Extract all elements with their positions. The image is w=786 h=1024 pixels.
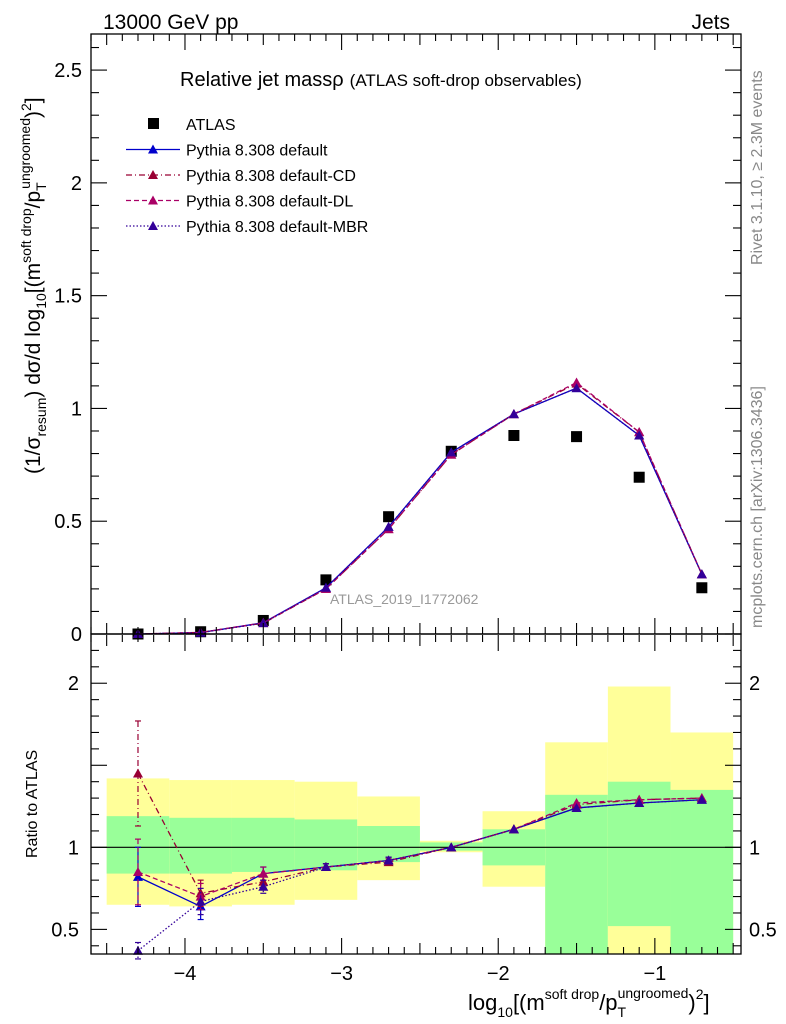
ratio-y-tick-label-left: 0.5 <box>51 919 79 941</box>
ratio-panel-series <box>132 720 707 960</box>
legend-atlas-marker <box>148 118 159 129</box>
ratio-line-4 <box>137 799 702 952</box>
ratio-point-2-0 <box>132 768 143 778</box>
header-process-label: Jets <box>691 11 730 34</box>
ratio-point-4-4 <box>383 855 394 865</box>
ratio-point-4-6 <box>508 824 519 834</box>
legend: ATLAS Pythia 8.308 default Pythia 8.308 de… <box>126 117 368 236</box>
atlas-data-point-9 <box>696 582 708 594</box>
chart-title: Relative jet massρ (ATLAS soft-drop obser… <box>180 69 582 91</box>
rivet-version-label: Rivet 3.1.10, ≥ 2.3M events <box>749 70 766 265</box>
legend-marker-4 <box>148 221 158 230</box>
y-tick-label: 0 <box>71 624 82 646</box>
mc-point-4-3 <box>320 582 331 592</box>
y-axis-label: (1/σresum) dσ/d log10[(msoft drop/pTungr… <box>17 97 49 474</box>
legend-label-2: Pythia 8.308 default-CD <box>186 168 356 185</box>
y-tick-label: 1 <box>71 398 82 420</box>
y-tick-label: 2 <box>71 173 82 195</box>
mc-point-4-5 <box>446 447 457 457</box>
ratio-point-4-8 <box>634 798 645 808</box>
mc-point-4-4 <box>383 521 394 531</box>
ratio-point-1-0 <box>132 871 143 881</box>
mc-point-4-7 <box>571 383 582 393</box>
axes-ticks: −4 −3 −2 −1 0 0.5 1 1.5 2 2.5 0.5 0.5 1 1 2 2 <box>51 34 777 985</box>
x-tick-label: −1 <box>643 963 666 985</box>
ratio-y-tick-label-left: 1 <box>68 837 79 859</box>
x-tick-label: −2 <box>487 963 510 985</box>
analysis-label: ATLAS_2019_I1772062 <box>330 591 479 607</box>
atlas-data-point-6 <box>508 430 520 442</box>
legend-label-1: Pythia 8.308 default <box>186 143 328 160</box>
ratio-point-4-9 <box>696 794 707 804</box>
green-band-3 <box>294 819 358 871</box>
ratio-point-4-1 <box>195 896 206 906</box>
mc-point-4-6 <box>508 409 519 419</box>
atlas-data-point-3 <box>320 574 332 586</box>
x-axis-label: log10[(msoft drop/pTungroomed)2] <box>468 985 710 1020</box>
atlas-data-point-8 <box>633 471 645 483</box>
green-band-1 <box>169 817 232 874</box>
x-tick-label: −4 <box>174 963 197 985</box>
ratio-point-4-3 <box>320 862 331 872</box>
atlas-data-point-7 <box>571 431 583 443</box>
mcplots-source-label: mcplots.cern.ch [arXiv:1306.3436] <box>749 386 766 628</box>
ratio-point-3-2 <box>258 868 269 878</box>
mc-line-3 <box>137 381 703 635</box>
legend-label-0: ATLAS <box>186 117 236 134</box>
mc-point-4-8 <box>634 430 645 440</box>
atlas-data-point-4 <box>383 511 395 523</box>
ratio-y-tick-label-left: 2 <box>68 673 79 695</box>
x-tick-label: −3 <box>330 963 353 985</box>
ratio-point-3-7 <box>571 798 582 808</box>
ratio-point-3-0 <box>132 866 143 876</box>
legend-label-4: Pythia 8.308 default-MBR <box>186 219 368 236</box>
y-tick-label: 0.5 <box>54 511 82 533</box>
green-band-7 <box>545 794 608 954</box>
legend-label-3: Pythia 8.308 default-DL <box>186 194 353 211</box>
ratio-y-tick-label-right: 1 <box>749 837 760 859</box>
mc-point-3-7 <box>571 377 582 387</box>
ratio-y-tick-label-right: 0.5 <box>749 919 777 941</box>
ratio-point-4-2 <box>258 881 269 891</box>
legend-marker-3 <box>148 195 158 205</box>
legend-marker-1 <box>148 144 158 154</box>
ratio-uncertainty-bands <box>91 686 741 954</box>
ratio-point-4-5 <box>446 842 457 852</box>
green-band-9 <box>670 789 734 954</box>
y-tick-label: 2.5 <box>54 60 82 82</box>
y-tick-label: 1.5 <box>54 286 82 308</box>
header-beam-label: 13000 GeV pp <box>103 11 238 34</box>
mc-point-4-9 <box>696 569 707 579</box>
ratio-y-axis-label: Ratio to ATLAS <box>24 750 41 858</box>
green-band-2 <box>231 817 295 872</box>
ratio-y-tick-label-right: 2 <box>749 673 760 695</box>
legend-marker-2 <box>148 170 158 179</box>
mc-point-4-2 <box>258 618 269 628</box>
ratio-point-4-7 <box>571 802 582 812</box>
ratio-panel-frame <box>90 633 742 955</box>
